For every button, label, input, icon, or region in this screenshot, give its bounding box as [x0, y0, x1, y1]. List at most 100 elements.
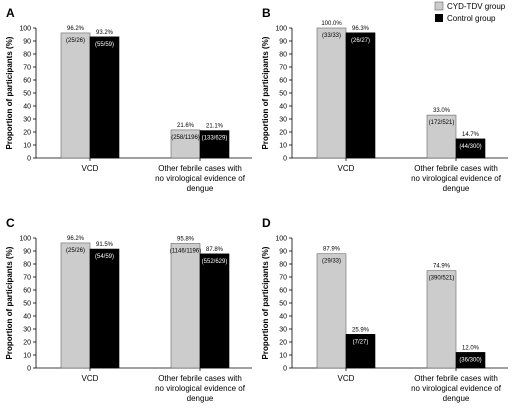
chart-panel-d: D Proportion of participants (%) 0 10 20 30 40…: [261, 216, 508, 403]
bar: [199, 253, 230, 369]
bar-count-label: (44/300): [459, 144, 481, 150]
y-tick-label: 0: [283, 366, 287, 373]
panel-letter: B: [262, 6, 271, 20]
y-tick-label: 50: [23, 91, 31, 98]
y-tick-label: 40: [279, 104, 287, 111]
y-tick-label: 0: [283, 156, 287, 163]
bar-value-label: 12.0%: [462, 345, 480, 351]
y-tick-label: 80: [279, 262, 287, 269]
y-tick-label: 0: [27, 156, 31, 163]
bar-value-label: 87.9%: [323, 247, 341, 253]
y-tick-label: 40: [23, 314, 31, 321]
chart-panels: A Proportion of participants (%) 0 10 20 30 40…: [5, 6, 508, 403]
bar-value-label: 33.0%: [433, 108, 451, 114]
y-tick-label: 80: [279, 52, 287, 59]
y-tick-label: 50: [279, 91, 287, 98]
x-category-label: no virological evidence of: [155, 384, 246, 393]
x-category-label: no virological evidence of: [411, 174, 502, 183]
bar-value-label: 96.3%: [352, 26, 370, 32]
bar-count-label: (54/59): [95, 254, 114, 260]
y-tick-label: 20: [23, 340, 31, 347]
y-axis-label: Proportion of participants (%): [261, 246, 270, 359]
y-tick-label: 100: [19, 26, 31, 33]
x-category-label: dengue: [187, 184, 214, 193]
legend-swatch-control: [435, 14, 443, 22]
bar-count-label: (1146/1196): [170, 248, 201, 254]
x-category-label: dengue: [187, 394, 214, 403]
bar: [170, 129, 201, 159]
bar: [199, 130, 230, 159]
legend-swatch-cyd-tdv: [434, 1, 444, 11]
y-tick-label: 30: [279, 327, 287, 334]
chart-panel-c: C Proportion of participants (%) 0 10 20 30 40…: [5, 216, 252, 403]
y-axis-label: Proportion of participants (%): [261, 36, 270, 149]
bar: [89, 248, 120, 369]
y-tick-label: 60: [279, 78, 287, 85]
x-category-label: Other febrile cases with: [158, 164, 242, 173]
legend-label-control: Control group: [447, 14, 496, 23]
y-tick-label: 40: [23, 104, 31, 111]
bar-value-label: 93.2%: [96, 30, 114, 36]
panel-letter: A: [6, 6, 15, 20]
y-tick-label: 80: [23, 262, 31, 269]
y-tick-label: 30: [23, 117, 31, 124]
bar-count-label: (390/521): [429, 276, 455, 282]
x-category-label: no virological evidence of: [411, 384, 502, 393]
bar-value-label: 21.6%: [177, 123, 195, 129]
panel-letter: D: [262, 216, 271, 230]
y-tick-label: 60: [23, 78, 31, 85]
bar: [170, 243, 201, 369]
bar-value-label: 25.9%: [352, 327, 370, 333]
bar-value-label: 21.1%: [206, 124, 224, 130]
bar-count-label: (7/27): [353, 339, 369, 345]
bar-value-label: 95.8%: [177, 236, 195, 242]
y-tick-label: 70: [23, 65, 31, 72]
x-category-label: VCD: [338, 164, 355, 173]
bar-count-label: (172/521): [429, 120, 455, 126]
y-tick-label: 90: [279, 39, 287, 46]
y-tick-label: 90: [23, 39, 31, 46]
bar: [60, 32, 91, 159]
y-axis-label: Proportion of participants (%): [5, 246, 14, 359]
y-tick-label: 50: [279, 301, 287, 308]
bar: [316, 27, 347, 159]
y-tick-label: 90: [23, 249, 31, 256]
bar: [316, 253, 347, 369]
chart-panel-a: A Proportion of participants (%) 0 10 20 30 40…: [5, 6, 252, 193]
x-category-label: Other febrile cases with: [414, 164, 498, 173]
x-category-label: VCD: [338, 374, 355, 383]
bar-value-label: 100.0%: [321, 21, 342, 27]
bar-count-label: (55/59): [95, 42, 114, 48]
y-tick-label: 90: [279, 249, 287, 256]
bar: [455, 352, 486, 369]
y-tick-label: 60: [23, 288, 31, 295]
y-axis-label: Proportion of participants (%): [5, 36, 14, 149]
bar: [345, 334, 376, 369]
bar: [60, 242, 91, 369]
bar: [89, 36, 120, 159]
x-category-label: Other febrile cases with: [414, 374, 498, 383]
x-category-label: VCD: [82, 374, 99, 383]
y-tick-label: 0: [27, 366, 31, 373]
legend-label-cyd-tdv: CYD-TDV group: [447, 2, 506, 11]
bar-value-label: 74.9%: [433, 264, 451, 270]
chart-panel-b: B Proportion of participants (%) 0 10 20 30 40…: [261, 6, 508, 193]
y-tick-label: 100: [275, 26, 287, 33]
bar-value-label: 87.8%: [206, 247, 224, 253]
bar-count-label: (33/33): [322, 33, 341, 39]
bar-count-label: (552/629): [202, 259, 228, 265]
x-category-label: dengue: [443, 184, 470, 193]
bar-count-label: (36/300): [459, 357, 481, 363]
y-tick-label: 10: [23, 353, 31, 360]
bar-value-label: 14.7%: [462, 132, 480, 138]
y-tick-label: 10: [279, 353, 287, 360]
legend: CYD-TDV group Control group: [434, 1, 506, 23]
bar-value-label: 91.5%: [96, 242, 114, 248]
x-category-label: no virological evidence of: [155, 174, 246, 183]
y-tick-label: 70: [279, 275, 287, 282]
y-tick-label: 50: [23, 301, 31, 308]
bar-count-label: (25/26): [66, 248, 85, 254]
x-category-label: dengue: [443, 394, 470, 403]
y-tick-label: 100: [19, 236, 31, 243]
